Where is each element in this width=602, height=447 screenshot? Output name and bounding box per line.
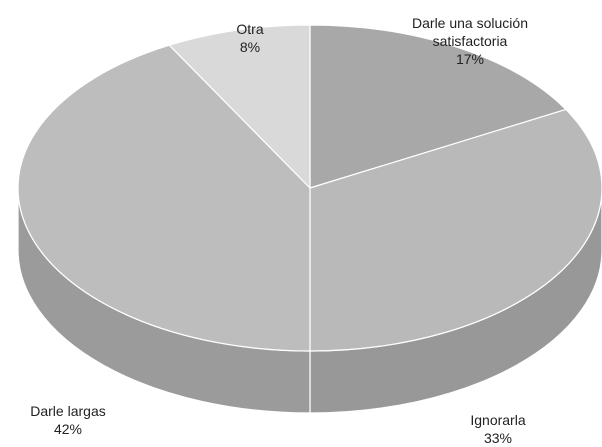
slice-value: 8% <box>239 39 261 55</box>
slice <box>309 24 568 189</box>
slice-name: Ignorarla <box>470 412 526 428</box>
slice-label: Darle una solución satisfactoria 17% <box>375 14 565 68</box>
slice-value: 33% <box>483 430 513 446</box>
slice-label: Otra 8% <box>210 20 290 56</box>
slice <box>168 24 311 190</box>
slice-value: 42% <box>53 421 83 437</box>
slice-label: Darle largas 42% <box>0 402 138 438</box>
slice-value: 17% <box>455 51 485 67</box>
slice <box>309 108 602 352</box>
slice <box>17 44 311 352</box>
slice-name: Otra <box>236 21 264 37</box>
slice-name: Darle una solución satisfactoria <box>412 15 528 49</box>
slice-name: Darle largas <box>30 403 106 419</box>
slice-label: Ignorarla 33% <box>438 411 558 447</box>
